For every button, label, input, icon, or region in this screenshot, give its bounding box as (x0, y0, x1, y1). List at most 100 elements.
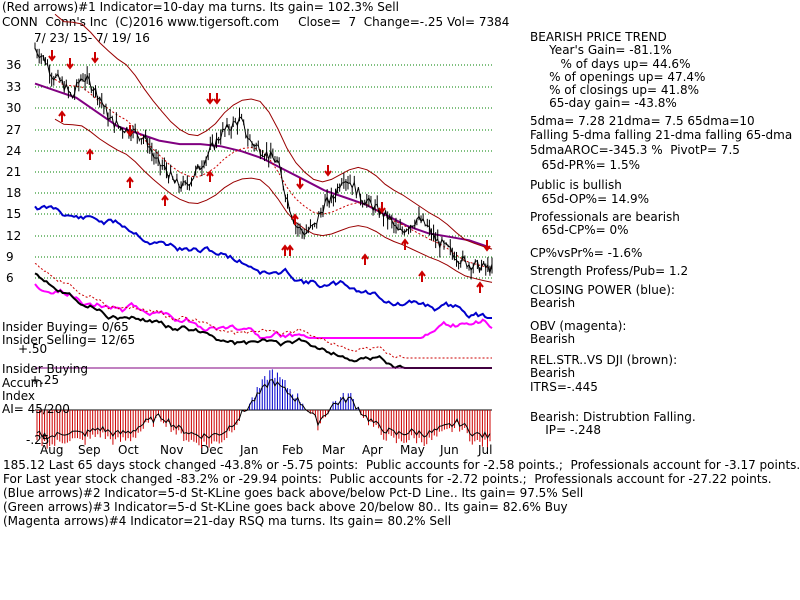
right-panel-line: 5dma= 7.28 21dma= 7.5 65dma=10 (530, 114, 755, 128)
indicator-1-title: (Red arrows)#1 Indicator=10-day ma turns… (2, 0, 399, 14)
right-panel-line: REL.STR..VS DJI (brown): (530, 353, 678, 367)
right-panel-line: 65d-CP%= 0% (530, 223, 629, 237)
sell-arrow (378, 202, 386, 214)
sell-arrow (66, 58, 74, 70)
y-axis-ticks: 36 33 30 27 24 21 18 15 12 9 6 (6, 58, 21, 285)
x-tick-label: Sep (78, 443, 101, 457)
x-tick-label: Apr (362, 443, 383, 457)
x-tick-label: Nov (160, 443, 183, 457)
y-tick-label: 21 (6, 165, 21, 179)
right-panel-line: Bearish (530, 332, 576, 346)
lower-band-line (54, 118, 493, 283)
x-axis-ticks: Aug Sep Oct Nov Dec Jan Feb Mar Apr May Jun Jul (40, 443, 492, 457)
right-panel-line: 5dmaAROC=-345.3 % PivotP= 7.5 (530, 143, 740, 157)
right-panel-line: OBV (magenta): (530, 319, 627, 333)
sell-arrow (296, 178, 304, 190)
insider-selling-label: Insider Selling= 12/65 (2, 333, 136, 347)
right-panel-line: ITRS=-.445 (530, 380, 598, 394)
obv-line (34, 283, 493, 340)
plus25-label: +.25 (30, 373, 60, 387)
buy-arrow (161, 194, 169, 206)
right-panel-line: Strength Profess/Pub= 1.2 (530, 264, 689, 278)
footer-line: (Green arrows)#3 Indicator=5-d St-KLine … (3, 500, 568, 514)
x-tick-label: Oct (118, 443, 139, 457)
buy-arrow (206, 170, 214, 182)
ma21-line (54, 78, 493, 269)
sell-arrow (126, 125, 134, 137)
buy-arrow (126, 176, 134, 188)
plus50-label: +.50 (18, 342, 48, 356)
x-tick-label: Jan (239, 443, 259, 457)
accum-label: Accum (2, 376, 43, 390)
x-tick-label: Dec (200, 443, 223, 457)
price-bars (34, 42, 493, 280)
footer-line: (Blue arrows)#2 Indicator=5-d St-KLine g… (3, 486, 584, 500)
insider-buying-2-label: Insider Buying (2, 362, 88, 376)
y-tick-label: 15 (6, 207, 21, 221)
footer-line: 185.12 Last 65 days stock changed -43.8%… (3, 458, 800, 472)
y-tick-label: 33 (6, 80, 21, 94)
right-panel-line: % of days up= 44.6% (530, 57, 691, 71)
right-panel-line: Bearish (530, 296, 576, 310)
right-panel-line: BEARISH PRICE TREND (530, 30, 667, 44)
sell-arrow (324, 165, 332, 177)
right-panel-line: Falling 5-dma falling 21-dma falling 65-… (530, 128, 793, 142)
price-close-line (34, 47, 493, 274)
buy-arrow (401, 238, 409, 250)
x-tick-label: Mar (322, 443, 345, 457)
buy-arrow (418, 270, 426, 282)
right-panel-line: Public is bullish (530, 178, 622, 192)
right-panel-line: Bearish: Distrubtion Falling. (530, 410, 696, 424)
right-panel-line: 65d-OP%= 14.9% (530, 192, 650, 206)
y-tick-label: 27 (6, 123, 21, 137)
buy-arrow (58, 110, 66, 122)
x-tick-label: Aug (40, 443, 63, 457)
ai-label: AI= 45/200 (2, 402, 70, 416)
footer-line: (Magenta arrows)#4 Indicator=21-day RSQ … (3, 514, 452, 528)
index-label: Index (2, 389, 36, 403)
minus25-label: -.25 (26, 433, 50, 447)
x-tick-label: May (400, 443, 425, 457)
sell-arrow (213, 93, 221, 105)
y-tick-label: 30 (6, 101, 21, 115)
sell-arrow (48, 50, 56, 62)
signal-arrows (48, 50, 491, 293)
x-tick-label: Feb (282, 443, 303, 457)
buy-arrow (476, 281, 484, 293)
y-tick-label: 6 (6, 271, 14, 285)
y-tick-label: 24 (6, 144, 21, 158)
date-range: 7/ 23/ 15- 7/ 19/ 16 (34, 31, 150, 45)
right-panel-line: Professionals are bearish (530, 210, 680, 224)
right-panel-line: CLOSING POWER (blue): (530, 283, 675, 297)
y-tick-label: 36 (6, 58, 21, 72)
stock-header-line: CONN Conn's Inc (C)2016 www.tigersoft.co… (2, 15, 510, 29)
insider-buying-label: Insider Buying= 0/65 (2, 320, 129, 334)
right-panel-line: 65-day gain= -43.8% (530, 96, 677, 110)
x-tick-label: Jul (477, 443, 492, 457)
accum-index-bars (36, 369, 491, 449)
y-tick-label: 9 (6, 250, 14, 264)
sell-arrow (91, 52, 99, 64)
right-panel-line: % of closings up= 41.8% (530, 83, 700, 97)
right-panel-line: % of openings up= 47.4% (530, 70, 706, 84)
sell-arrow (206, 93, 214, 105)
buy-arrow (281, 244, 289, 256)
closing-power-line (34, 204, 492, 319)
y-tick-label: 18 (6, 186, 21, 200)
grid-lines (35, 64, 492, 279)
right-panel-line: Year's Gain= -81.1% (530, 43, 672, 57)
ma65-line (34, 82, 491, 249)
rel-strength-ma-line (34, 262, 492, 359)
upper-band-line (54, 13, 493, 250)
buy-arrow (86, 148, 94, 160)
right-panel-line: CP%vsPr%= -1.6% (530, 246, 643, 260)
buy-arrow (291, 213, 299, 225)
right-panel-line: 65d-PR%= 1.5% (530, 158, 640, 172)
y-tick-label: 12 (6, 229, 21, 243)
x-tick-label: Jun (439, 443, 459, 457)
sell-arrow (483, 240, 491, 252)
accum-index-ma (36, 379, 491, 440)
buy-arrow (286, 244, 294, 256)
buy-arrow (361, 253, 369, 265)
